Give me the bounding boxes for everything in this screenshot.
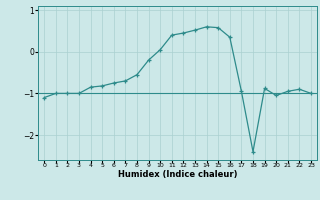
- X-axis label: Humidex (Indice chaleur): Humidex (Indice chaleur): [118, 170, 237, 179]
